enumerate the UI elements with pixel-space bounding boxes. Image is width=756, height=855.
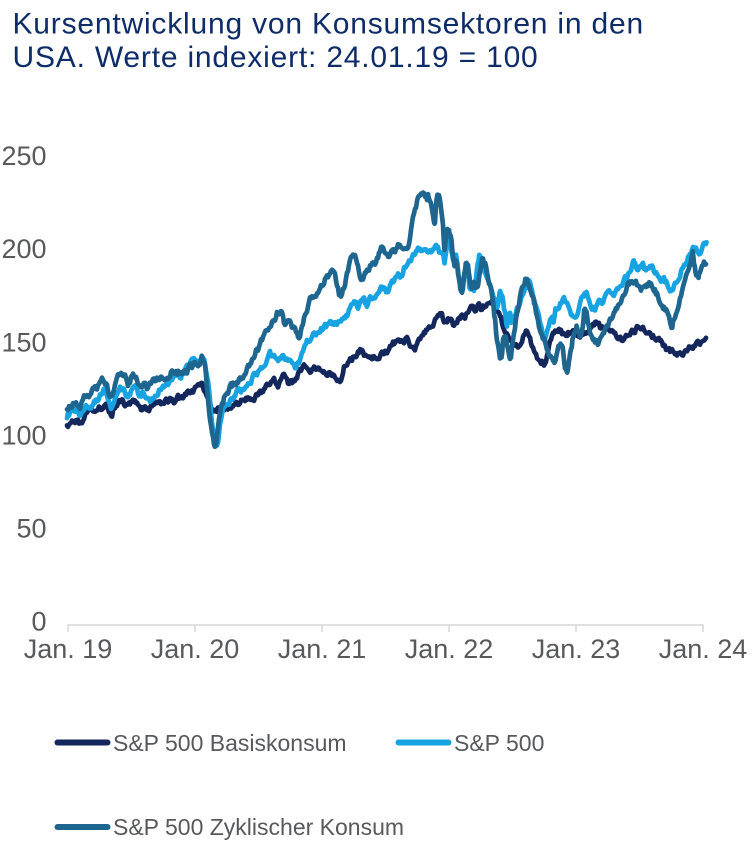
svg-text:USA. Werte indexiert: 24.01.19: USA. Werte indexiert: 24.01.19 = 100 [13, 41, 539, 74]
svg-text:Jan. 23: Jan. 23 [532, 634, 621, 664]
svg-text:Jan. 20: Jan. 20 [151, 634, 240, 664]
svg-text:0: 0 [31, 607, 46, 637]
svg-text:S&P 500 Basiskonsum: S&P 500 Basiskonsum [113, 730, 347, 756]
svg-text:S&P 500 Zyklischer Konsum: S&P 500 Zyklischer Konsum [113, 814, 404, 840]
svg-text:S&P 500: S&P 500 [454, 730, 544, 756]
svg-text:100: 100 [1, 420, 46, 450]
svg-text:Jan. 19: Jan. 19 [24, 634, 113, 664]
svg-text:Jan. 24: Jan. 24 [659, 634, 748, 664]
svg-text:250: 250 [1, 141, 46, 171]
svg-text:200: 200 [1, 234, 46, 264]
svg-text:150: 150 [1, 327, 46, 357]
svg-text:Jan. 22: Jan. 22 [405, 634, 494, 664]
svg-text:Jan. 21: Jan. 21 [278, 634, 367, 664]
svg-text:50: 50 [16, 514, 46, 544]
svg-text:Kursentwicklung von Konsumsekt: Kursentwicklung von Konsumsektoren in de… [13, 8, 644, 41]
